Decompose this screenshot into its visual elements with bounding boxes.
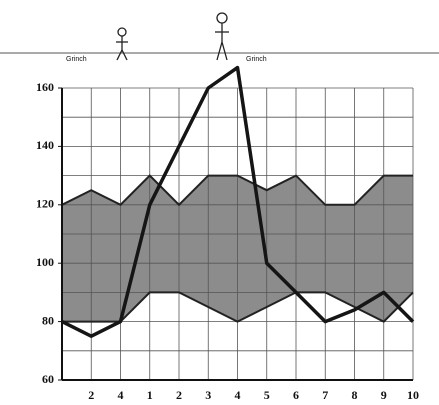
stick-figure bbox=[116, 27, 128, 61]
x-tick-label: 2 bbox=[176, 388, 182, 402]
y-tick-label: 160 bbox=[36, 80, 54, 94]
band-edge bbox=[61, 174, 413, 207]
annotation: Grinch bbox=[246, 56, 267, 63]
x-tick-label: 3 bbox=[205, 388, 211, 402]
stick-figure bbox=[215, 12, 229, 61]
x-tick-label: 10 bbox=[407, 388, 419, 402]
x-tick-label: 9 bbox=[381, 388, 387, 402]
x-tick-label: 4 bbox=[118, 388, 124, 402]
x-tick-label: 8 bbox=[352, 388, 358, 402]
x-tick-label: 2 bbox=[88, 388, 94, 402]
x-tick-label: 1 bbox=[147, 388, 153, 402]
annotation: Grinch bbox=[66, 56, 87, 63]
x-tick-label: 4 bbox=[235, 388, 241, 402]
y-tick-label: 100 bbox=[36, 255, 54, 269]
y-tick-label: 120 bbox=[36, 197, 54, 211]
x-tick-label: 7 bbox=[322, 388, 328, 402]
x-tick-label: 6 bbox=[293, 388, 299, 402]
y-tick-label: 80 bbox=[42, 313, 54, 327]
y-tick-label: 140 bbox=[36, 138, 54, 152]
line bbox=[61, 65, 415, 338]
x-tick-label: 5 bbox=[264, 388, 270, 402]
y-tick-label: 60 bbox=[42, 372, 54, 386]
